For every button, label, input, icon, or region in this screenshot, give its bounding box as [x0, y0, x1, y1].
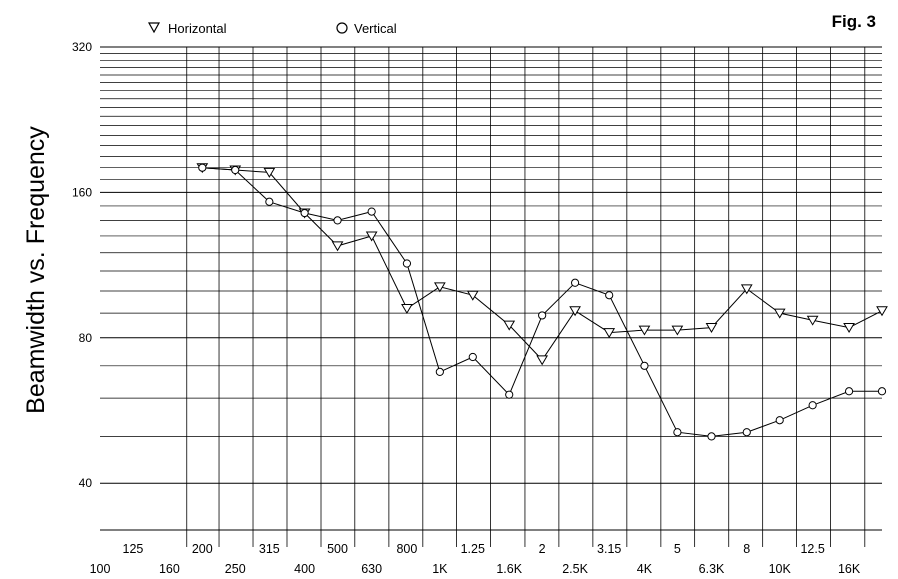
series-point-horizontal: [671, 325, 684, 336]
series-point-horizontal: [536, 355, 549, 366]
chart-grid: [100, 46, 882, 547]
x-tick-label-upper: 8: [743, 542, 750, 556]
series-point-vertical: [775, 416, 784, 425]
series-point-horizontal: [365, 231, 378, 242]
x-tick-label-upper: 1.25: [461, 542, 485, 556]
series-line-vertical: [202, 167, 882, 437]
series-point-vertical: [265, 197, 274, 206]
y-tick-label: 80: [79, 331, 93, 345]
series-point-vertical: [673, 428, 682, 437]
series-line-horizontal: [202, 167, 883, 361]
x-tick-label-lower: 100: [90, 562, 111, 576]
x-tick-label-lower: 400: [294, 562, 315, 576]
x-tick-label-lower: 1K: [432, 562, 448, 576]
legend: Horizontal Vertical: [147, 21, 397, 36]
series-point-horizontal: [773, 308, 786, 319]
series-point-horizontal: [331, 241, 344, 252]
x-tick-label-lower: 4K: [637, 562, 653, 576]
legend-circle-icon: [336, 22, 348, 34]
series-point-horizontal: [843, 323, 855, 334]
legend-triangle-icon: [147, 22, 161, 34]
series-point-vertical: [640, 361, 649, 370]
series-point-vertical: [198, 163, 207, 172]
series-point-horizontal: [876, 306, 888, 317]
x-tick-label-upper: 125: [123, 542, 144, 556]
series-point-vertical: [605, 291, 614, 300]
series-point-horizontal: [638, 325, 651, 336]
series-point-horizontal: [401, 303, 413, 314]
series-point-horizontal: [705, 323, 718, 334]
series-point-vertical: [742, 428, 751, 437]
series-point-vertical: [808, 401, 817, 410]
legend-horizontal-label: Horizontal: [168, 21, 227, 36]
series-point-vertical: [844, 387, 854, 396]
x-tick-label-upper: 2: [539, 542, 546, 556]
series-point-vertical: [538, 311, 547, 320]
x-tick-label-upper: 200: [192, 542, 213, 556]
series-point-vertical: [877, 387, 887, 396]
legend-vertical-label: Vertical: [354, 21, 397, 36]
x-tick-label-lower: 250: [225, 562, 246, 576]
series-point-vertical: [367, 207, 376, 216]
x-tick-label-upper: 800: [396, 542, 417, 556]
series-point-vertical: [468, 352, 477, 362]
x-tick-label-lower: 2.5K: [562, 562, 588, 576]
x-tick-label-lower: 1.6K: [496, 562, 522, 576]
x-tick-label-upper: 5: [674, 542, 681, 556]
series-point-horizontal: [806, 315, 819, 326]
y-axis-label: Beamwidth vs. Frequency: [22, 126, 50, 414]
y-tick-label: 320: [72, 40, 92, 54]
series-point-horizontal: [503, 320, 516, 331]
series-point-horizontal: [433, 282, 446, 293]
x-tick-label-lower: 160: [159, 562, 180, 576]
x-tick-label-upper: 315: [259, 542, 280, 556]
x-tick-label-upper: 12.5: [800, 542, 824, 556]
chart-series: [196, 163, 888, 441]
chart-ticks: 40 80 160 320 125 200 315 500 800 1.25 2 3.15 5 8 12.5…: [72, 40, 861, 576]
y-tick-label: 160: [72, 185, 92, 199]
x-tick-label-upper: 3.15: [597, 542, 621, 556]
x-tick-label-lower: 6.3K: [699, 562, 725, 576]
series-point-vertical: [402, 259, 412, 268]
series-point-vertical: [505, 390, 514, 399]
series-point-vertical: [570, 278, 580, 287]
x-tick-label-lower: 16K: [838, 562, 861, 576]
series-point-vertical: [300, 208, 309, 218]
series-point-vertical: [333, 216, 342, 225]
series-point-horizontal: [569, 306, 581, 317]
series-point-vertical: [435, 367, 444, 376]
x-tick-label-lower: 10K: [769, 562, 792, 576]
series-point-horizontal: [740, 284, 753, 295]
series-point-horizontal: [466, 290, 479, 301]
x-tick-label-lower: 630: [361, 562, 382, 576]
series-point-vertical: [231, 165, 240, 175]
x-tick-label-upper: 500: [327, 542, 348, 556]
series-point-horizontal: [603, 328, 616, 339]
y-tick-label: 40: [79, 476, 93, 490]
series-point-vertical: [707, 432, 716, 441]
series-point-horizontal: [263, 167, 276, 178]
figure-label: Fig. 3: [832, 12, 876, 31]
